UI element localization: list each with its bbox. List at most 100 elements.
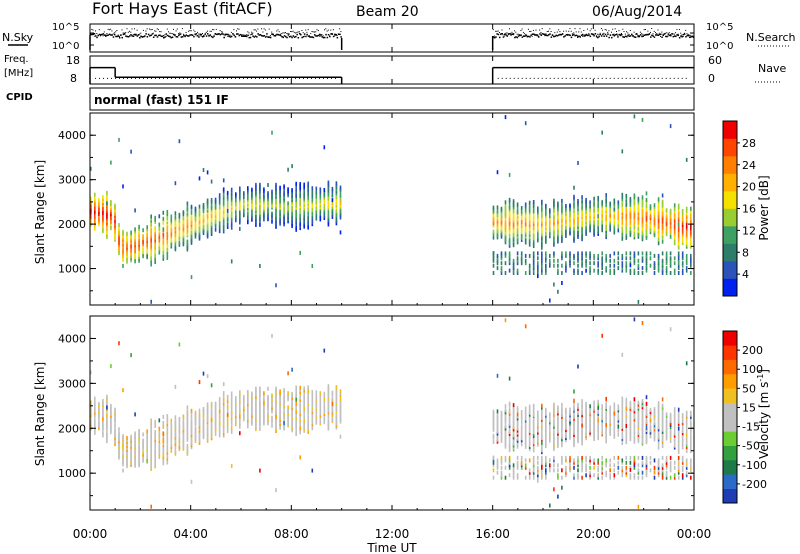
power-cell — [303, 182, 305, 187]
velocity-cell — [283, 394, 285, 399]
power-cell — [573, 261, 575, 266]
power-cell — [685, 256, 688, 261]
velocity-cell — [516, 463, 519, 468]
power-cell — [601, 263, 603, 268]
power-cell — [577, 207, 579, 211]
velocity-speckle — [134, 412, 136, 417]
noise-point — [301, 30, 303, 31]
velocity-cell — [303, 394, 305, 399]
velocity-cell — [98, 412, 100, 417]
noise-point — [506, 35, 508, 37]
velocity-cell — [170, 418, 173, 423]
noise-point — [636, 33, 638, 35]
power-cell — [613, 258, 616, 263]
power-cell — [665, 268, 668, 273]
velocity-cell — [553, 410, 555, 415]
power-speckle — [557, 289, 559, 294]
power-cell — [512, 261, 515, 266]
power-cell — [504, 253, 507, 258]
noise-point — [582, 33, 584, 36]
power-cell — [617, 210, 620, 215]
power-speckle — [295, 193, 297, 198]
power-cell — [307, 181, 309, 186]
velocity-cell — [561, 460, 563, 465]
noise-point — [217, 33, 219, 35]
power-cell — [673, 268, 676, 273]
velocity-cell — [190, 418, 193, 423]
velocity-cell — [190, 414, 193, 419]
velocity-cell — [214, 401, 217, 406]
velocity-cell — [581, 413, 583, 418]
velocity-cell — [158, 447, 161, 451]
velocity-cell — [577, 417, 579, 422]
power-cell — [641, 258, 644, 263]
noise-point — [637, 35, 639, 38]
power-cell — [532, 256, 535, 261]
velocity-cell — [106, 431, 108, 436]
noise-point — [316, 29, 318, 31]
noise-point — [504, 35, 505, 37]
noise-point — [605, 29, 607, 31]
velocity-cell — [319, 391, 322, 396]
noise-point — [214, 33, 217, 35]
noise-point — [632, 35, 634, 37]
velocity-cell — [589, 465, 591, 470]
power-cell — [138, 238, 140, 243]
power-cell — [492, 235, 495, 240]
velocity-cell — [166, 436, 169, 441]
noise-point — [207, 33, 209, 35]
power-cell — [541, 256, 543, 261]
noise-point — [122, 33, 125, 36]
power-cell — [230, 187, 233, 192]
noise-point — [242, 35, 244, 37]
velocity-cell — [577, 411, 579, 415]
velocity-cell — [279, 389, 281, 394]
velocity-cell — [118, 441, 120, 446]
noise-point — [257, 28, 259, 30]
power-cell — [617, 200, 620, 205]
velocity-cell — [577, 468, 579, 473]
noise-point — [689, 36, 691, 39]
velocity-cell — [275, 386, 277, 391]
noise-point — [501, 29, 503, 31]
power-cell — [553, 214, 555, 219]
power-cell — [170, 214, 173, 219]
power-cell — [653, 203, 656, 208]
noise-right-label: N.Search — [746, 31, 796, 44]
noise-point — [207, 30, 208, 32]
noise-point — [308, 36, 311, 38]
power-cell — [545, 263, 547, 268]
power-cell — [295, 187, 297, 192]
noise-point — [319, 35, 320, 37]
noise-point — [280, 34, 282, 37]
noise-point — [208, 35, 210, 37]
velocity-cell — [569, 407, 571, 412]
noise-point — [563, 30, 565, 32]
power-cell — [573, 200, 575, 205]
velocity-cell — [226, 423, 229, 428]
noise-point — [603, 32, 605, 34]
velocity-cell — [605, 458, 607, 463]
noise-point — [185, 32, 187, 33]
power-cell — [500, 271, 503, 275]
power-cell — [565, 261, 567, 266]
power-panel-bg — [90, 113, 694, 305]
velocity-cell — [585, 403, 587, 408]
velocity-cell — [339, 415, 342, 420]
velocity-cell — [335, 385, 338, 390]
velocity-cell — [496, 463, 499, 468]
noise-point — [108, 29, 110, 31]
power-cell — [243, 199, 245, 204]
velocity-cell — [617, 432, 620, 437]
noise-point — [592, 34, 594, 36]
power-cell — [685, 222, 688, 227]
noise-point — [178, 34, 180, 36]
power-cell — [605, 256, 607, 261]
velocity-cell — [545, 424, 547, 428]
velocity-cell — [291, 398, 293, 402]
noise-point — [658, 33, 661, 36]
noise-point — [251, 33, 253, 35]
velocity-cell — [146, 453, 148, 458]
noise-point — [575, 31, 577, 33]
noise-point — [280, 33, 281, 35]
